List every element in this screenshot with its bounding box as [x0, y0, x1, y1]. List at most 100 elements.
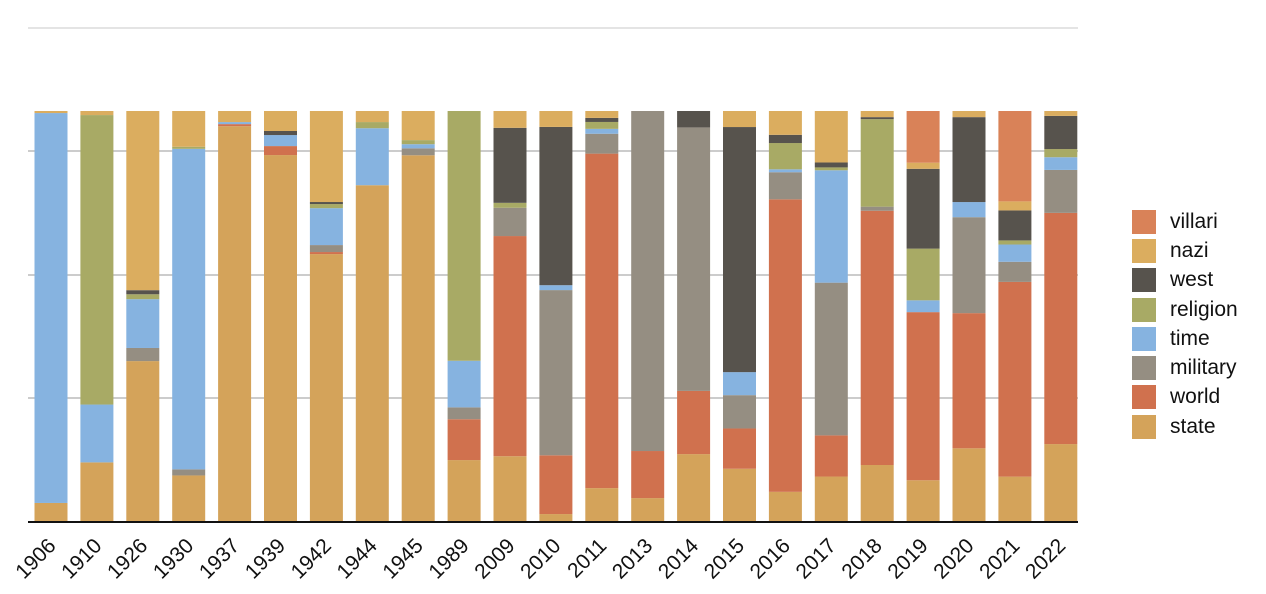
legend-label: religion	[1170, 297, 1238, 321]
bar-segment-world-2013	[631, 451, 665, 499]
bar-segment-world-2016	[768, 199, 802, 492]
bar-segment-time-2015	[723, 372, 756, 396]
bar-segment-west-2010	[539, 126, 573, 286]
legend-label: nazi	[1170, 238, 1209, 262]
bar-segment-state-1944	[355, 185, 389, 521]
x-tick-label: 2021	[975, 534, 1024, 583]
bar-segment-nazi-2022	[1044, 111, 1078, 116]
bar-segment-west-2015	[723, 127, 756, 373]
bar-segment-state-2009	[493, 456, 527, 521]
legend-swatch	[1132, 209, 1156, 234]
bar-segment-state-1906	[34, 502, 68, 521]
bar-segment-time-2019	[906, 300, 940, 313]
bar-segment-state-1930	[172, 475, 206, 521]
bar-segment-nazi-1942	[309, 111, 343, 203]
legend-label: state	[1170, 414, 1216, 438]
x-tick-label: 2011	[563, 534, 611, 582]
x-tick-label: 2009	[470, 534, 519, 583]
bar-segment-state-2020	[952, 448, 986, 521]
bar-segment-religion-2009	[493, 202, 527, 208]
x-tick-label: 2015	[700, 534, 749, 583]
bar-segment-time-2017	[814, 170, 848, 283]
bar-segment-military-2020	[952, 217, 986, 314]
bar-segment-time-1926	[126, 299, 160, 348]
x-tick-label: 1989	[424, 534, 473, 583]
x-tick-label: 1939	[241, 534, 290, 583]
bar-segment-world-2019	[906, 312, 940, 481]
bar-segment-state-2011	[585, 488, 619, 521]
bar-segment-nazi-2021	[998, 201, 1032, 211]
bar-segment-west-2009	[493, 127, 527, 203]
x-tick-label: 1930	[149, 534, 198, 583]
bar-segment-nazi-1906	[34, 111, 68, 114]
bar-segment-military-1930	[172, 469, 206, 476]
x-tick-label: 2016	[746, 534, 795, 583]
bar-segment-military-2015	[723, 395, 756, 429]
bar-segment-military-2017	[814, 282, 848, 436]
bar-segment-time-1906	[34, 113, 68, 503]
legend-swatch	[1132, 356, 1156, 381]
bar-segment-world-2017	[814, 435, 848, 477]
x-tick-label: 1910	[57, 534, 106, 583]
bar-segment-time-1937	[218, 122, 252, 125]
legend-label: villari	[1170, 209, 1218, 233]
x-tick-label: 2018	[837, 534, 886, 583]
bar-segment-villari-2019	[906, 111, 940, 163]
x-tick-label: 1937	[195, 534, 244, 583]
bar-segment-nazi-2017	[814, 111, 848, 163]
bar-segment-west-2022	[1044, 115, 1078, 150]
bar-segment-time-1945	[401, 144, 435, 149]
bar-segment-nazi-2018	[860, 111, 894, 118]
bar-segment-time-2016	[768, 169, 802, 173]
bar-segment-military-2009	[493, 207, 527, 237]
x-tick-label: 1945	[378, 534, 427, 583]
bar-segment-nazi-2016	[768, 111, 802, 135]
bar-segment-state-1942	[309, 254, 343, 521]
legend-item-time: time	[1132, 324, 1238, 353]
legend-item-villari: villari	[1132, 207, 1238, 236]
bar-segment-state-1939	[264, 155, 297, 521]
bar-segment-state-2022	[1044, 444, 1078, 521]
legend-swatch	[1132, 268, 1156, 293]
x-tick-label: 2020	[929, 534, 978, 583]
x-tick-label: 2010	[516, 534, 565, 583]
bar-segment-military-2013	[631, 111, 665, 452]
legend-item-military: military	[1132, 353, 1238, 382]
legend-item-religion: religion	[1132, 295, 1238, 324]
bar-segment-time-2022	[1044, 157, 1078, 170]
bar-segment-military-1942	[309, 245, 343, 253]
bar-segment-state-1926	[126, 361, 160, 521]
bar-segment-world-1937	[218, 124, 252, 127]
bar-segment-west-2019	[906, 168, 940, 249]
bar-segment-west-2021	[998, 210, 1032, 241]
legend-label: time	[1170, 326, 1210, 350]
bar-segment-time-2021	[998, 244, 1032, 262]
bar-segment-west-1926	[126, 290, 160, 295]
x-tick-label: 2017	[792, 534, 841, 583]
x-tick-labels: 1906191019261930193719391942194419451989…	[11, 534, 1070, 584]
bar-segment-world-2014	[677, 390, 711, 455]
legend-swatch	[1132, 238, 1156, 263]
bar-segment-nazi-2020	[952, 111, 986, 118]
bar-segment-state-2015	[723, 468, 756, 521]
bar-segment-religion-2018	[860, 119, 894, 207]
bar-segment-world-1942	[309, 252, 343, 255]
x-tick-label: 1906	[11, 534, 60, 583]
bar-segment-military-1945	[401, 148, 435, 156]
bar-segment-state-1910	[80, 462, 114, 521]
bar-segment-world-2021	[998, 281, 1032, 477]
x-tick-label: 1926	[103, 534, 152, 583]
legend-item-world: world	[1132, 383, 1238, 412]
bar-segment-west-1942	[309, 202, 343, 205]
bar-segment-nazi-2009	[493, 111, 527, 128]
bar-segment-state-2018	[860, 465, 894, 521]
bar-segment-religion-1945	[401, 140, 435, 145]
legend-label: world	[1170, 385, 1221, 409]
legend-item-west: west	[1132, 266, 1238, 295]
bar-segment-religion-2017	[814, 167, 848, 171]
bar-segment-world-2018	[860, 210, 894, 465]
bar-segment-military-2011	[585, 133, 619, 154]
bar-segment-military-2010	[539, 290, 573, 456]
bar-segment-west-2017	[814, 162, 848, 168]
bar-segment-religion-2019	[906, 248, 940, 301]
